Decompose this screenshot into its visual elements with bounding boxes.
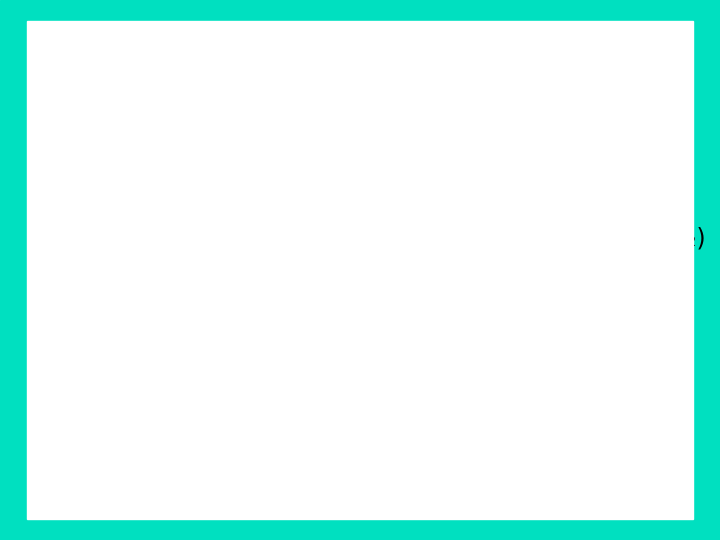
Text: - ↓ central inspiratory drive: - ↓ central inspiratory drive xyxy=(97,289,425,313)
Text: Mechanisms enhancing hypoxemia: Mechanisms enhancing hypoxemia xyxy=(144,51,631,79)
Text: Pure oxygen breathing: Pure oxygen breathing xyxy=(102,113,386,137)
FancyBboxPatch shape xyxy=(94,104,382,146)
Text: - resorptive atelectasis (↓ PAN₂, ↑ resorption of O₂): - resorptive atelectasis (↓ PAN₂, ↑ reso… xyxy=(97,227,706,251)
Text: - weakened hypoxic pulmonary vasoconstriction: - weakened hypoxic pulmonary vasoconstri… xyxy=(97,165,668,188)
FancyBboxPatch shape xyxy=(79,148,655,340)
